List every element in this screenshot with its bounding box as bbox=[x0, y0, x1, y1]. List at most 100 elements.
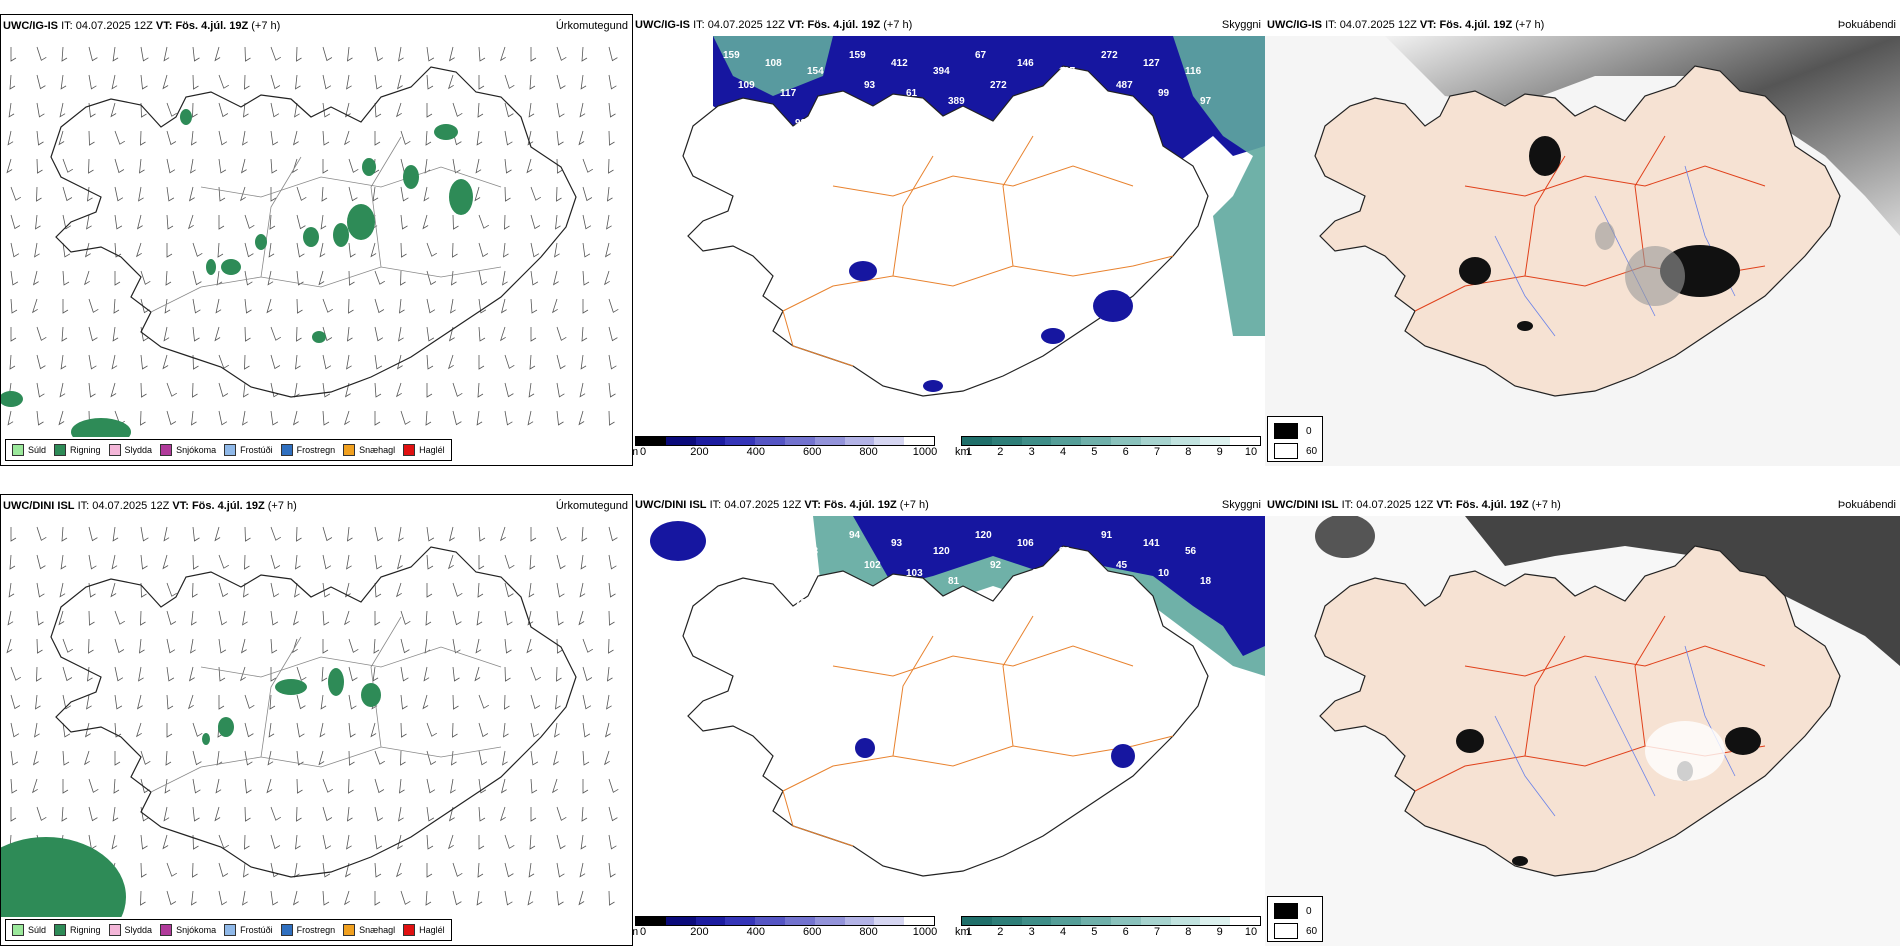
wind-barb bbox=[112, 806, 119, 822]
wind-barb bbox=[114, 666, 124, 682]
colorbar-tick: 2 bbox=[997, 926, 1004, 938]
wind-barb bbox=[166, 890, 177, 906]
it-label: IT: bbox=[1341, 499, 1354, 511]
wind-barb bbox=[579, 582, 586, 598]
colorbar-tick: 400 bbox=[746, 446, 765, 458]
colorbar-tick: 4 bbox=[1059, 446, 1067, 458]
panel-header: UWC/DINI ISL IT: 04.07.2025 12Z VT: Fös.… bbox=[1, 495, 632, 517]
colorbar-tick: 1000 bbox=[912, 446, 938, 458]
wind-barb bbox=[270, 187, 277, 202]
wind-barb bbox=[477, 862, 484, 878]
wind-barb bbox=[240, 638, 247, 654]
wind-barb bbox=[188, 666, 195, 682]
wind-barb bbox=[292, 610, 299, 626]
legend-item: Rigning bbox=[54, 444, 101, 456]
roads bbox=[782, 615, 1174, 847]
legend-swatch bbox=[403, 924, 416, 936]
colorbar-unit: m bbox=[633, 446, 639, 458]
wind-barb bbox=[270, 158, 278, 174]
wind-barb bbox=[556, 610, 564, 626]
ceiling-label: 173 bbox=[963, 126, 980, 137]
wind-barb bbox=[348, 722, 356, 738]
lead-time: (+7 h) bbox=[883, 19, 913, 31]
wind-barb bbox=[114, 638, 125, 654]
wind-barb bbox=[530, 214, 541, 230]
wind-barb bbox=[140, 554, 148, 570]
wind-barb bbox=[192, 102, 198, 118]
wind-barb bbox=[165, 750, 172, 766]
legend-label: Súld bbox=[28, 925, 47, 935]
colorbar-step bbox=[814, 437, 845, 445]
wind-barb bbox=[556, 890, 564, 906]
colorbar-tick: 5 bbox=[1091, 926, 1098, 938]
legend-label: Slydda bbox=[124, 445, 153, 455]
ceiling-label: 92 bbox=[1059, 546, 1071, 557]
valid-time: Fös. 4.júl. 19Z bbox=[175, 20, 249, 32]
wind-barb bbox=[530, 47, 537, 62]
wind-barb bbox=[426, 834, 434, 850]
fog-indicator-map bbox=[1265, 516, 1900, 946]
colorbar-step bbox=[1230, 917, 1260, 925]
wind-barb bbox=[452, 890, 462, 906]
wind-barb bbox=[88, 102, 96, 118]
colorbar-step bbox=[1021, 917, 1052, 925]
wind-barb bbox=[374, 611, 381, 626]
colorbar-step bbox=[636, 437, 666, 445]
wind-barb bbox=[240, 158, 247, 174]
wind-barb bbox=[162, 554, 169, 570]
wind-barb bbox=[374, 74, 383, 90]
wind-barb bbox=[140, 354, 148, 370]
wind-barb bbox=[447, 74, 454, 90]
it-label: IT: bbox=[77, 500, 90, 512]
wind-barb bbox=[452, 610, 462, 626]
it-label: IT: bbox=[61, 20, 73, 32]
wind-barb bbox=[603, 750, 610, 766]
legend-item: Snjókoma bbox=[160, 444, 216, 456]
colorbar-step bbox=[1110, 917, 1141, 925]
wind-barb bbox=[608, 890, 615, 906]
wind-barb bbox=[503, 722, 509, 738]
wind-barb bbox=[31, 298, 38, 314]
wind-barb bbox=[426, 583, 433, 598]
wind-barb bbox=[374, 46, 384, 62]
fog-legend-low: 60 bbox=[1306, 445, 1318, 457]
precip-panel-top: UWC/IG-IS IT: 04.07.2025 12Z VT: Fös. 4.… bbox=[0, 14, 633, 466]
colorbar-tick: 800 bbox=[859, 926, 878, 938]
wind-barb bbox=[110, 582, 117, 598]
wind-barb bbox=[478, 526, 486, 542]
vt-label: VT: bbox=[804, 499, 821, 511]
wind-barb bbox=[499, 46, 506, 62]
wind-barb bbox=[242, 610, 248, 626]
wind-barb bbox=[504, 610, 513, 626]
colorbar-step bbox=[962, 917, 992, 925]
wind-barb bbox=[426, 750, 437, 766]
wind-barb bbox=[36, 410, 44, 426]
wind-barb bbox=[500, 298, 507, 314]
wind-barb bbox=[36, 382, 45, 398]
wind-barb bbox=[61, 526, 68, 542]
colorbar-step bbox=[725, 437, 756, 445]
colorbar-tick: 200 bbox=[690, 446, 709, 458]
colorbar-tick: 8 bbox=[1185, 926, 1192, 938]
wind-barb bbox=[218, 102, 229, 118]
wind-barb bbox=[244, 326, 251, 342]
legend-label: Frostregn bbox=[296, 925, 336, 935]
ceiling-label: 93 bbox=[807, 546, 819, 557]
wind-barb bbox=[114, 722, 122, 738]
wind-barb bbox=[556, 46, 567, 61]
wind-barb bbox=[322, 806, 333, 822]
wind-barb bbox=[31, 778, 38, 794]
wind-barb bbox=[191, 130, 197, 146]
visibility-colorbar: km 1 2 3 4 5 6 7 8 9 10 bbox=[955, 916, 1261, 940]
init-time: 04.07.2025 12Z bbox=[1356, 499, 1434, 511]
wind-barb bbox=[6, 638, 13, 654]
colorbar-unit: km bbox=[955, 926, 970, 938]
wind-barb bbox=[452, 638, 461, 654]
wind-barb bbox=[607, 666, 613, 682]
colorbar-tick: 400 bbox=[746, 926, 765, 938]
wind-barb bbox=[140, 778, 150, 794]
wind-barb bbox=[478, 298, 487, 314]
wind-barb bbox=[270, 554, 281, 570]
wind-barb bbox=[83, 270, 90, 286]
wind-barb bbox=[608, 158, 614, 174]
